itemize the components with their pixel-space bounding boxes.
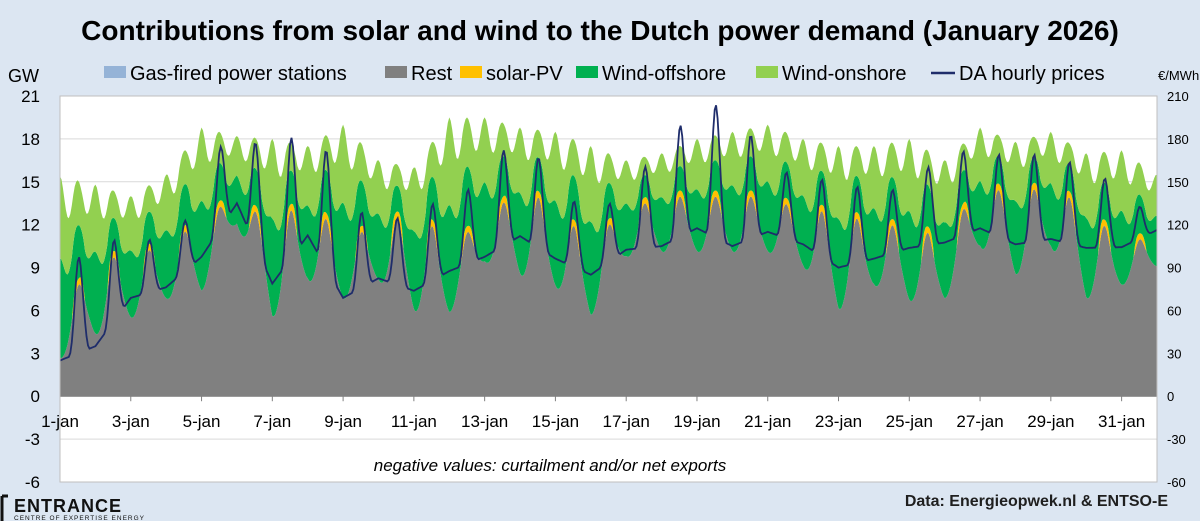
- x-tick-label: 5-jan: [183, 412, 221, 431]
- y-axis-unit-left: GW: [8, 66, 39, 86]
- plot-border: [59, 95, 1158, 483]
- y2-tick-label: 0: [1167, 389, 1174, 404]
- chart-title: Contributions from solar and wind to the…: [81, 15, 1119, 46]
- x-tick-label: 31-jan: [1098, 412, 1145, 431]
- y-tick-label: 18: [21, 130, 40, 149]
- y-axis-right: 210 180 150 120 90 60 30 0 -30 -60: [1167, 89, 1189, 490]
- stacked-areas: [60, 117, 1157, 397]
- legend-label: Wind-onshore: [782, 63, 907, 85]
- y-axis-left: 21 18 15 12 9 6 3 0 -3 -6: [21, 87, 40, 492]
- area-wind-onshore: [60, 117, 1157, 275]
- x-tick-label: 3-jan: [112, 412, 150, 431]
- x-tick-label: 17-jan: [603, 412, 650, 431]
- logo-tagline: CENTRE OF EXPERTISE ENERGY: [14, 515, 145, 521]
- x-tick-label: 19-jan: [673, 412, 720, 431]
- area-wind-offshore: [60, 156, 1157, 358]
- y2-tick-label: 30: [1167, 346, 1181, 361]
- y-axis-unit-right: €/MWh: [1158, 68, 1199, 83]
- y-tick-label: 6: [31, 301, 40, 320]
- x-axis: 1-jan 3-jan 5-jan 7-jan 9-jan 11-jan 13-jan 15-…: [41, 396, 1145, 431]
- y-tick-label: 12: [21, 216, 40, 235]
- area-rest: [60, 189, 1157, 397]
- legend-label: DA hourly prices: [959, 63, 1105, 85]
- y-tick-label: 3: [31, 344, 40, 363]
- y-tick-label: 15: [21, 173, 40, 192]
- x-tick-label: 7-jan: [253, 412, 291, 431]
- legend-swatch: [756, 66, 778, 78]
- legend-label: Wind-offshore: [602, 63, 726, 85]
- y-tick-label: 21: [21, 87, 40, 106]
- x-tick-label: 11-jan: [391, 412, 437, 431]
- series-da-hourly-prices: [59, 105, 1158, 362]
- y-tick-label: -3: [25, 430, 40, 449]
- legend-swatch: [104, 66, 126, 78]
- x-tick-label: 9-jan: [324, 412, 362, 431]
- x-tick-label: 21-jan: [744, 412, 791, 431]
- x-tick-label: 13-jan: [461, 412, 508, 431]
- x-tick-label: 15-jan: [532, 412, 579, 431]
- y2-tick-label: 150: [1167, 175, 1189, 190]
- y2-tick-label: -60: [1167, 475, 1186, 490]
- legend-label: solar-PV: [486, 63, 563, 85]
- y2-tick-label: 90: [1167, 261, 1181, 276]
- chart-legend: Gas-fired power stations Rest solar-PV Wind…: [104, 63, 1105, 85]
- y2-tick-label: -30: [1167, 432, 1186, 447]
- price-line: [59, 105, 1158, 362]
- x-tick-label: 27-jan: [956, 412, 1003, 431]
- legend-label: Gas-fired power stations: [130, 63, 347, 85]
- negative-values-annotation: negative values: curtailment and/or net …: [374, 456, 727, 475]
- legend-label: Rest: [411, 63, 453, 85]
- x-tick-label: 29-jan: [1027, 412, 1074, 431]
- legend-swatch: [385, 66, 407, 78]
- entrance-logo: ENTRANCE CENTRE OF EXPERTISE ENERGY: [0, 494, 145, 521]
- y2-tick-label: 60: [1167, 303, 1181, 318]
- x-tick-label: 25-jan: [886, 412, 933, 431]
- y2-tick-label: 210: [1167, 89, 1189, 104]
- logo-bracket-icon: [0, 494, 8, 521]
- y-tick-label: 0: [31, 387, 40, 406]
- x-tick-label: 23-jan: [815, 412, 862, 431]
- legend-swatch: [460, 66, 482, 78]
- logo-wordmark: ENTRANCE: [14, 496, 122, 516]
- legend-swatch: [576, 66, 598, 78]
- y2-tick-label: 120: [1167, 218, 1189, 233]
- y2-tick-label: 180: [1167, 132, 1189, 147]
- y-tick-label: -6: [25, 473, 40, 492]
- y-tick-label: 9: [31, 259, 40, 278]
- data-source: Data: Energieopwek.nl & ENTSO-E: [905, 493, 1168, 510]
